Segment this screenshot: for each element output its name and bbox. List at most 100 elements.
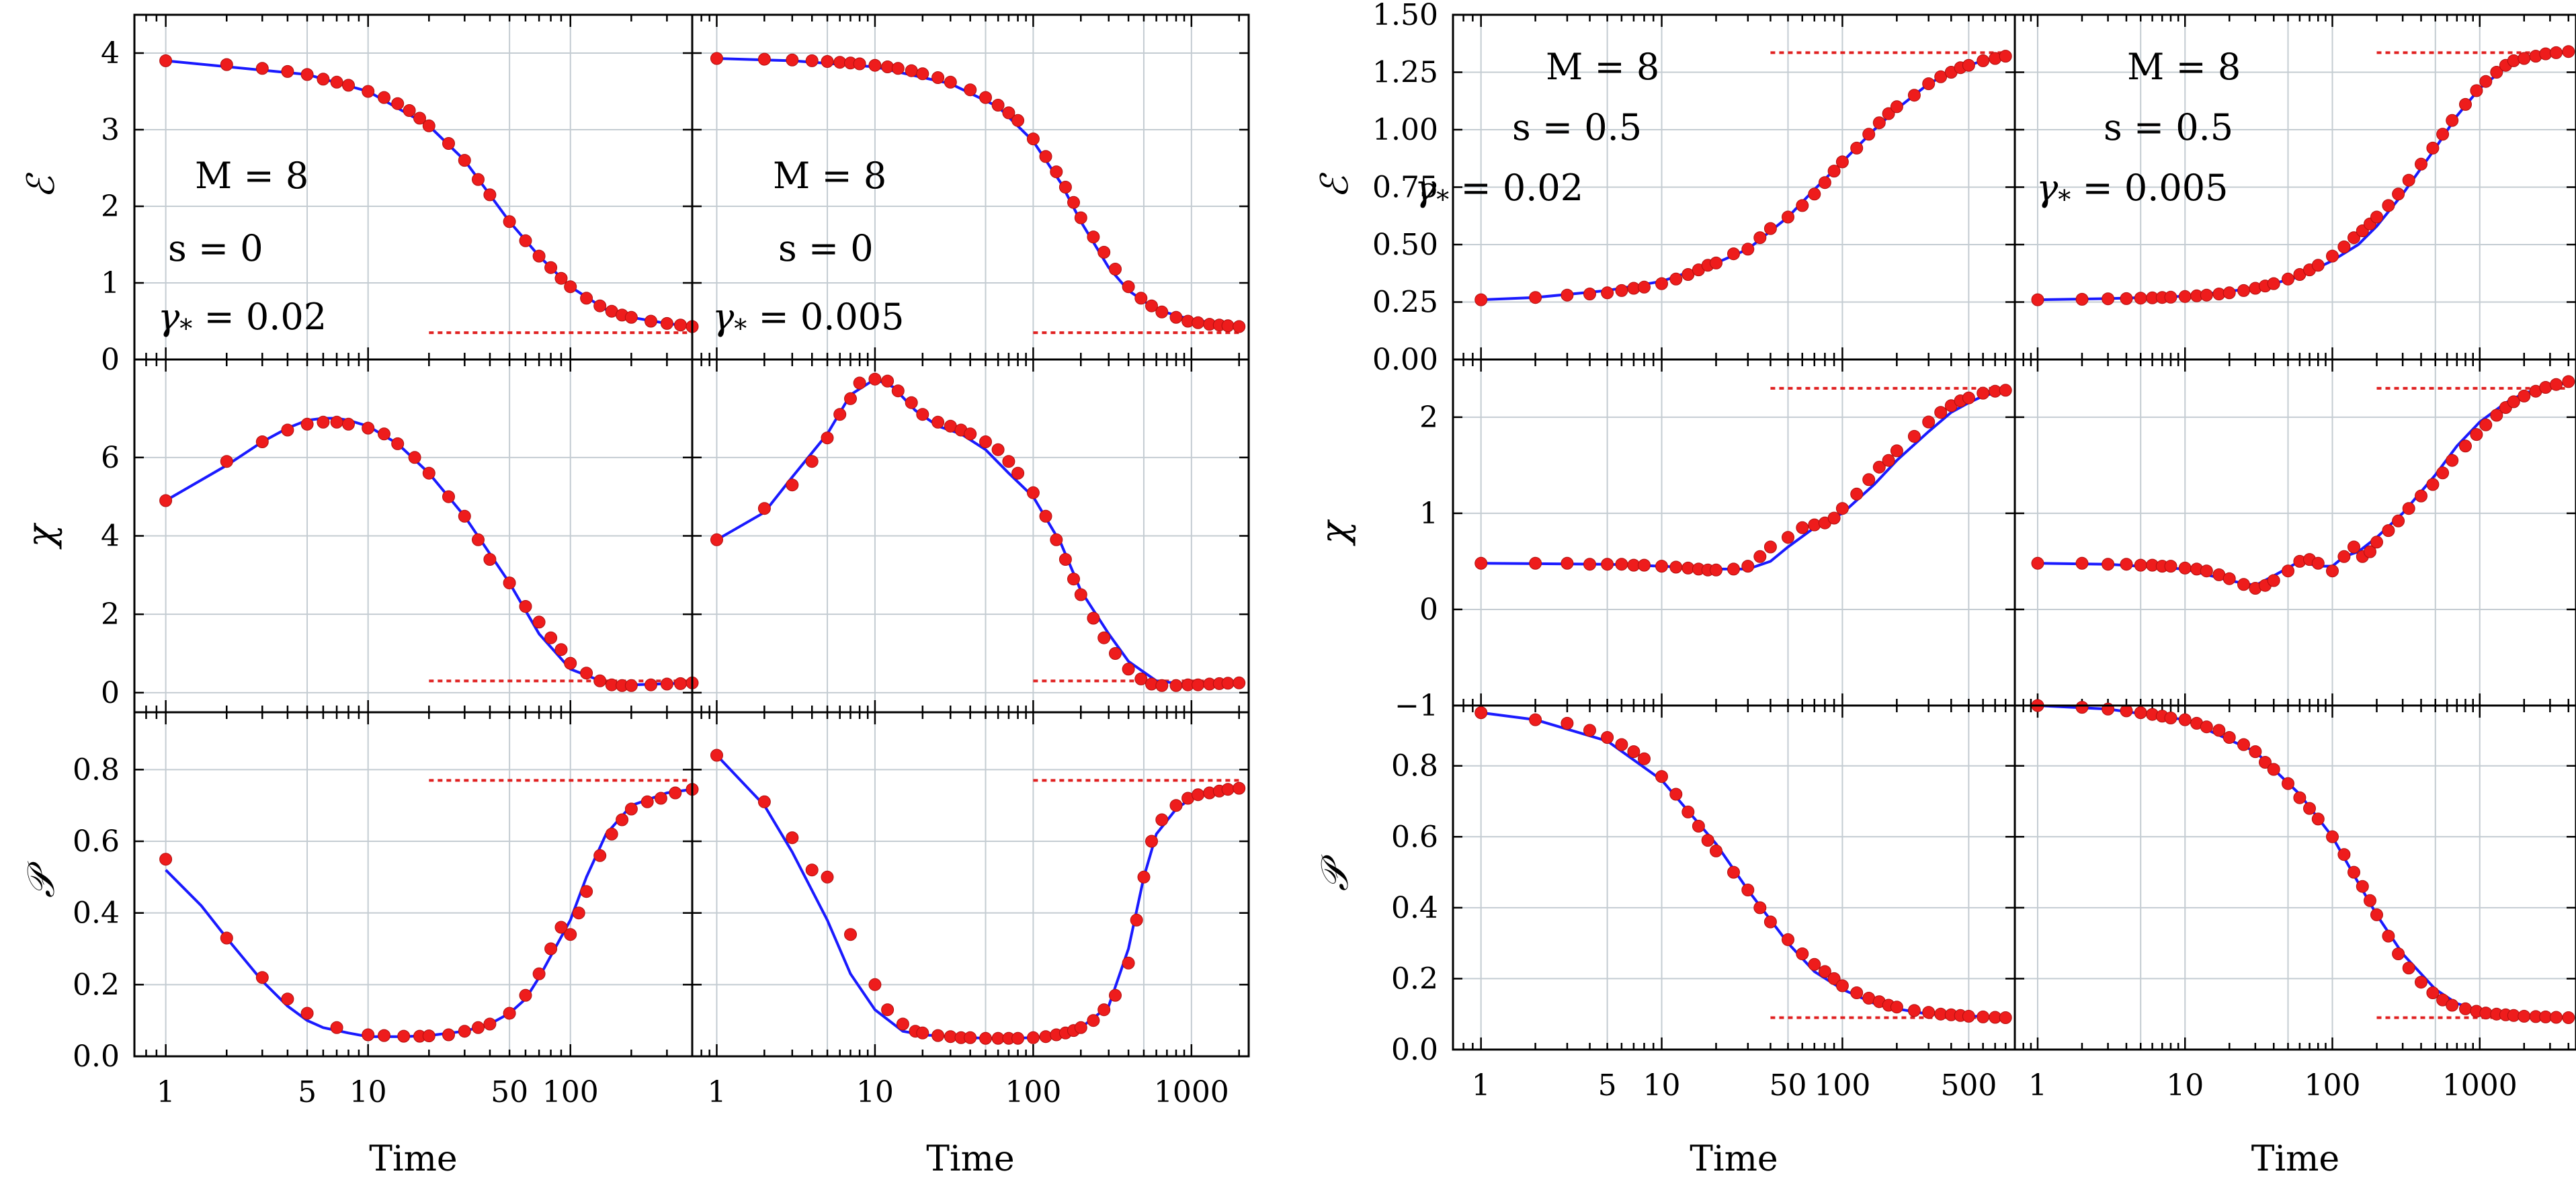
data-point [1011, 1031, 1025, 1045]
data-point [519, 600, 532, 613]
data-point [2426, 478, 2440, 491]
data-point [281, 992, 294, 1006]
y-tick-label: 1 [1419, 497, 1438, 531]
y-tick-label: 0.6 [1391, 820, 1438, 854]
data-point [1561, 288, 1574, 302]
data-point [916, 1026, 929, 1040]
data-point [1002, 455, 1015, 468]
model-curve [2037, 381, 2569, 587]
data-point [1827, 972, 1841, 985]
data-point [2237, 738, 2250, 751]
data-point [330, 1021, 343, 1034]
x-tick-label: 100 [1005, 1075, 1061, 1109]
data-point [564, 928, 577, 941]
panel-frame [2013, 704, 2576, 1051]
data-point [1087, 230, 1100, 244]
data-point [2348, 231, 2360, 245]
data-point [931, 71, 945, 84]
model-curve [165, 417, 693, 687]
data-point [645, 678, 657, 691]
data-point [472, 1021, 485, 1034]
data-point [317, 73, 330, 86]
y-axis-title: ℰ [1313, 172, 1357, 198]
data-point [2550, 1011, 2563, 1024]
data-point [2562, 375, 2575, 388]
data-point [881, 374, 895, 388]
data-point [2267, 574, 2280, 587]
data-point [2249, 745, 2262, 759]
y-tick-label: 0.4 [73, 896, 120, 931]
data-point [1067, 196, 1080, 209]
data-point [281, 423, 294, 437]
annotation-line: γ* = 0.02 [158, 296, 327, 343]
data-point [1122, 663, 1135, 676]
data-point [1615, 558, 1628, 571]
data-point [554, 921, 568, 934]
data-point [403, 104, 416, 117]
data-point [554, 271, 568, 285]
data-point [2102, 558, 2115, 571]
data-point [624, 310, 638, 324]
x-tick-label: 50 [1769, 1068, 1806, 1103]
data-point [710, 749, 723, 762]
data-point [853, 57, 866, 71]
data-point [2426, 141, 2440, 155]
data-point [991, 99, 1005, 112]
data-point [1097, 245, 1111, 259]
data-point [1155, 813, 1169, 826]
data-point [2507, 395, 2520, 409]
data-point [2326, 830, 2339, 843]
data-point [2267, 763, 2280, 776]
data-point [660, 677, 673, 691]
x-tick-label: 10 [1643, 1068, 1681, 1103]
data-point [1796, 947, 1809, 960]
y-tick-label: 4 [101, 519, 120, 554]
data-point [422, 119, 435, 132]
data-point [391, 97, 405, 110]
data-point [2282, 272, 2294, 286]
data-point [1192, 678, 1205, 691]
data-point [1862, 473, 1876, 486]
data-point [944, 75, 957, 89]
data-point [2164, 290, 2177, 304]
data-point [220, 58, 233, 71]
data-point [503, 215, 516, 228]
data-point [2337, 550, 2351, 563]
annotation-line: s = 0.5 [2104, 106, 2233, 148]
data-point [1741, 884, 1755, 896]
data-point [1601, 286, 1614, 300]
data-point [964, 83, 977, 97]
x-axis-title: Time [2251, 1139, 2339, 1179]
data-point [580, 667, 593, 680]
data-point [931, 415, 945, 429]
data-point [1109, 647, 1122, 660]
data-point [669, 786, 682, 800]
data-point [1026, 132, 1040, 146]
data-point [2479, 418, 2493, 431]
x-tick-label: 1 [1472, 1068, 1491, 1103]
data-point [2436, 466, 2450, 480]
data-point [378, 427, 390, 441]
data-point [2364, 545, 2376, 558]
data-point [255, 62, 269, 75]
x-tick-label: 1000 [1154, 1075, 1229, 1109]
data-point [1011, 114, 1025, 127]
data-point [833, 56, 847, 69]
data-point [442, 1028, 455, 1042]
data-point [572, 906, 585, 920]
data-point [159, 54, 173, 67]
panel-left-0-1: M = 8 s = 0 γ* = 0.005 [691, 13, 1250, 361]
data-point [342, 417, 355, 431]
data-point [710, 52, 723, 65]
data-point [1753, 231, 1767, 245]
data-point [1999, 50, 2012, 63]
data-point [1782, 531, 1794, 544]
x-tick-label: 100 [542, 1075, 599, 1109]
data-point [2326, 249, 2339, 263]
data-point [1835, 979, 1849, 992]
x-tick-label: 1000 [2442, 1068, 2518, 1103]
x-axis-title: Time [926, 1139, 1014, 1179]
data-point [624, 679, 638, 692]
data-point [844, 392, 857, 405]
